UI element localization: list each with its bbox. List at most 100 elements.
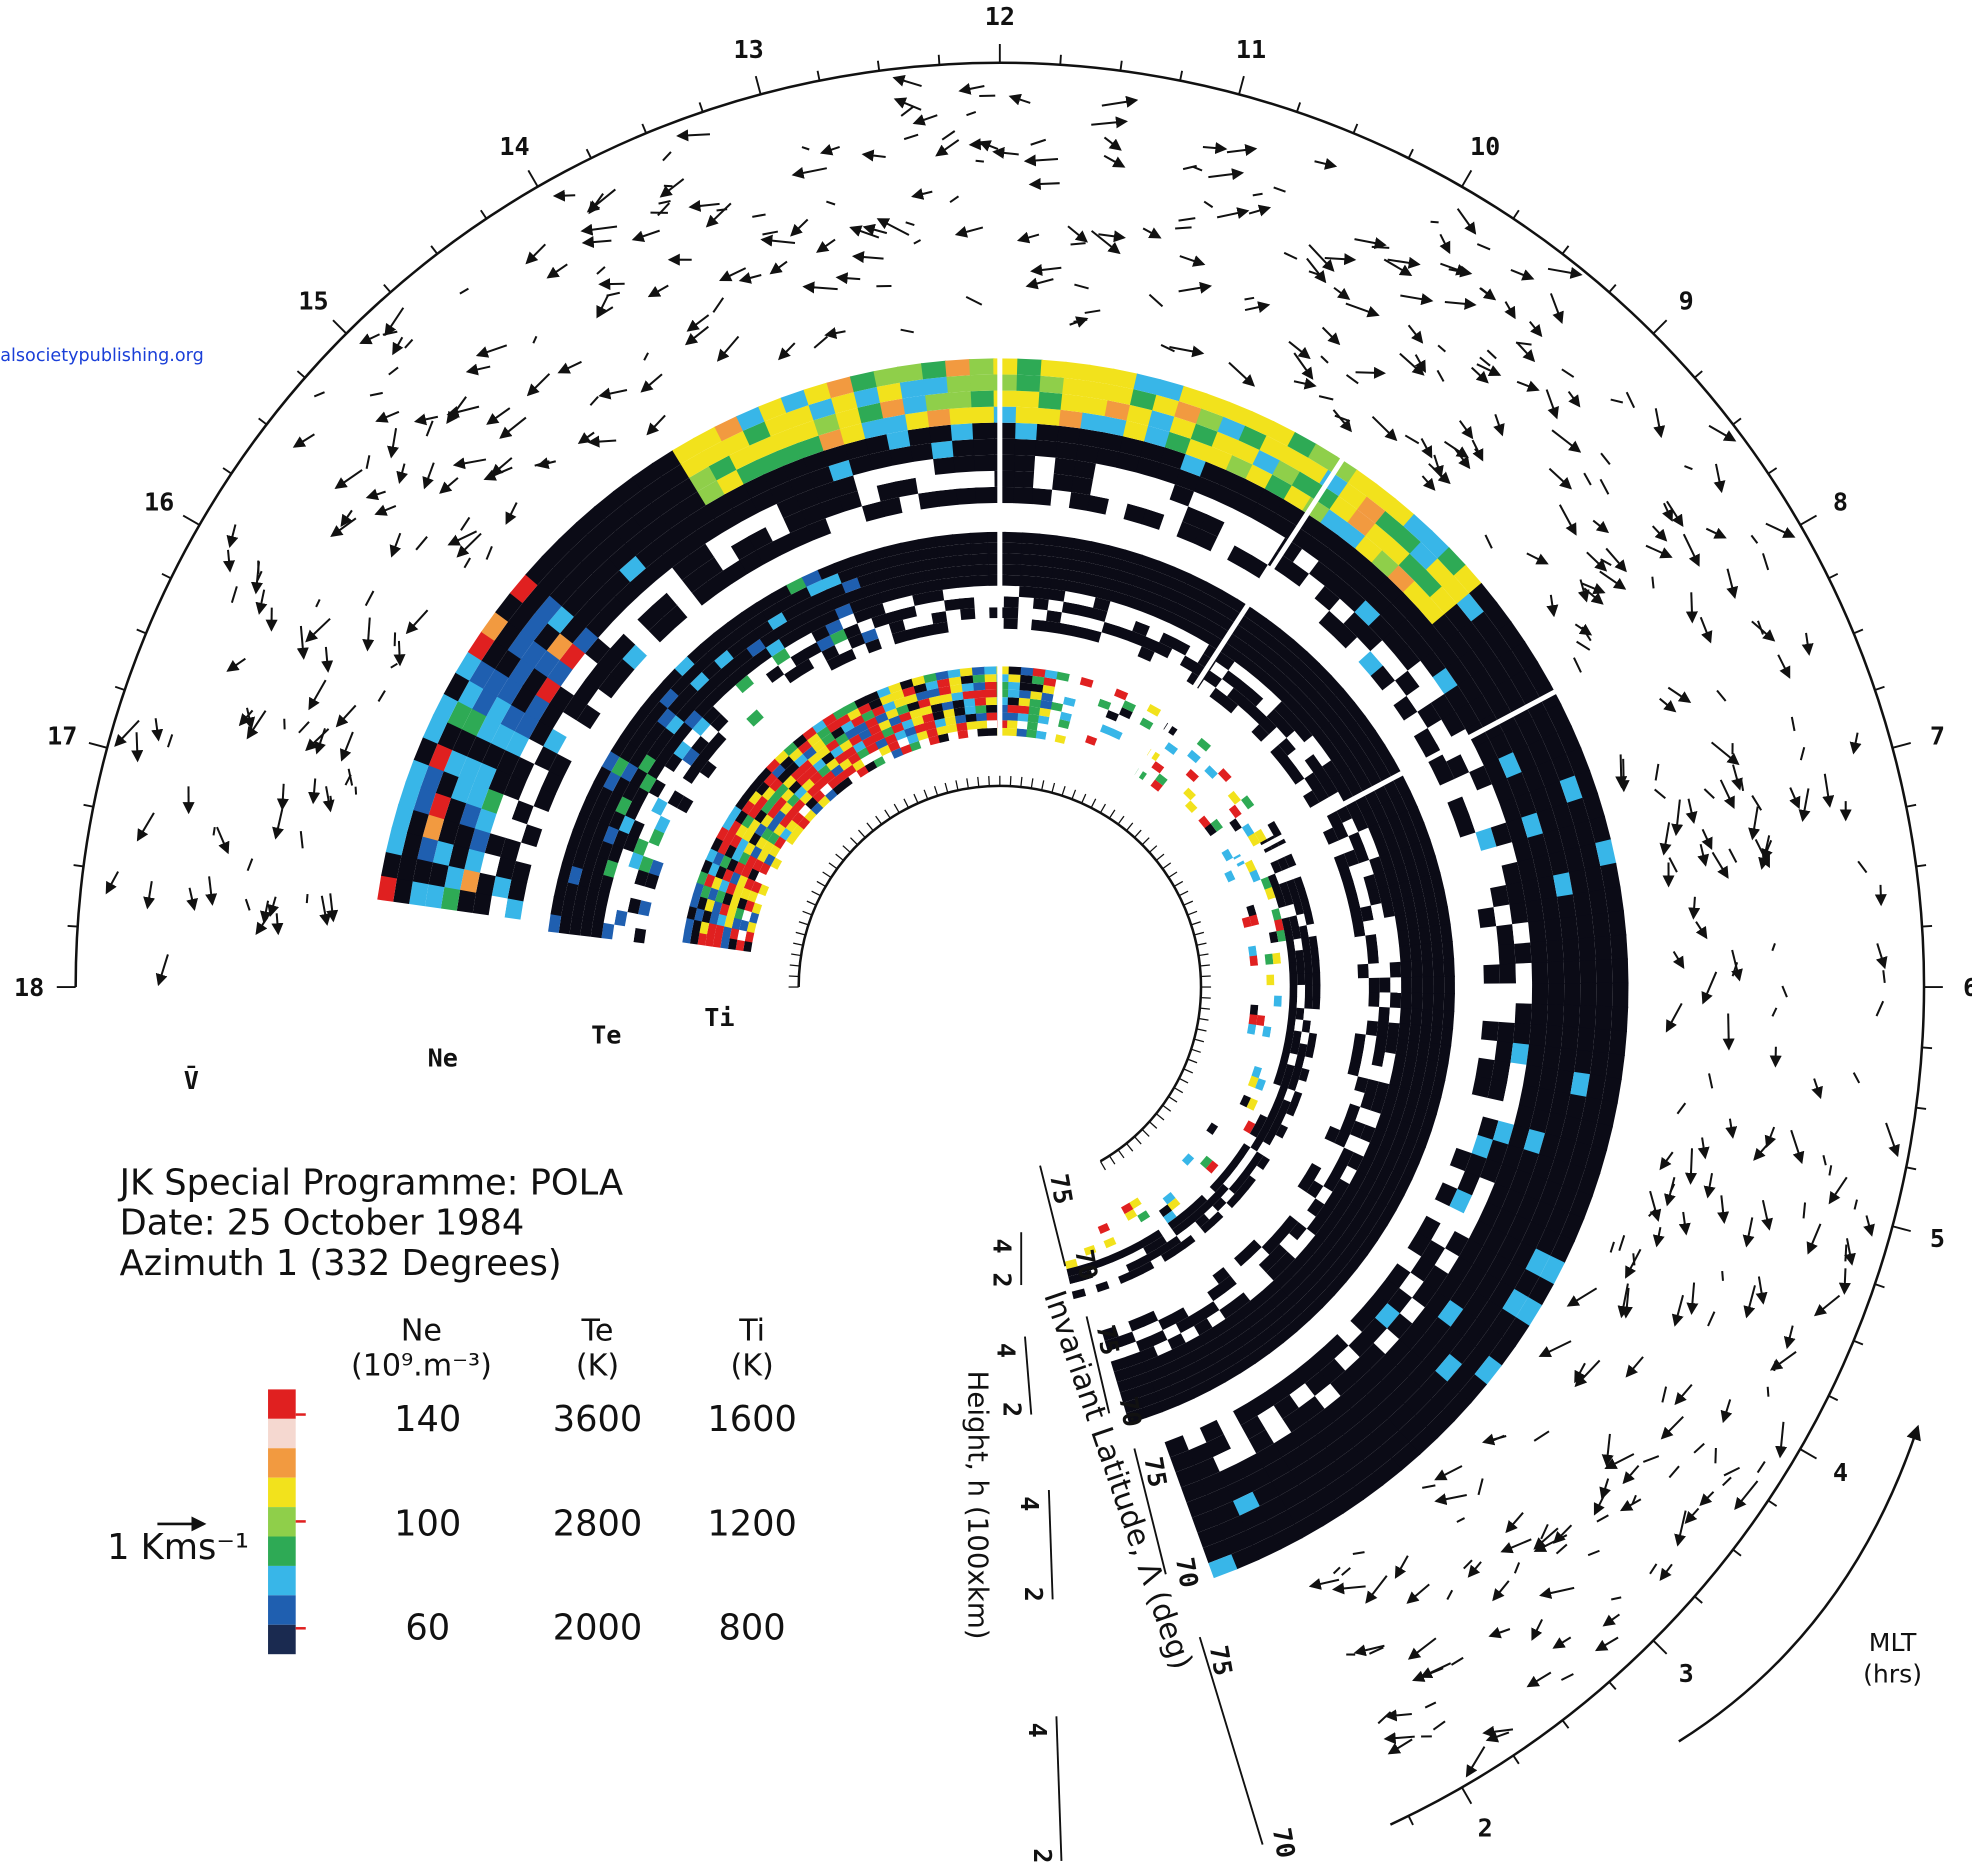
- ring-cell: [1433, 993, 1444, 1011]
- ring-cell: [1612, 959, 1629, 984]
- velocity-vector: [156, 718, 159, 739]
- velocity-vector: [1569, 392, 1580, 406]
- ring-cell: [1248, 946, 1257, 957]
- latitude-label: 75: [1091, 1323, 1125, 1358]
- velocity-vector: [386, 308, 404, 335]
- ring-cell: [1257, 1005, 1266, 1016]
- inner-tick: [793, 943, 803, 945]
- velocity-vector: [1325, 258, 1354, 260]
- velocity-vector: [914, 115, 937, 123]
- velocity-vector: [1031, 140, 1046, 145]
- velocity-vector: [1584, 473, 1591, 485]
- ring-cell: [1274, 974, 1282, 985]
- ring-cell: [971, 554, 989, 566]
- ring-cell: [1258, 965, 1266, 976]
- velocity-vector: [1104, 137, 1120, 149]
- ring-cell: [956, 565, 974, 577]
- ring-cell: [961, 619, 976, 631]
- velocity-vector: [1557, 1545, 1567, 1554]
- ring-cell: [1590, 1051, 1609, 1077]
- mlt-tick: [1922, 926, 1932, 927]
- velocity-vector: [1713, 852, 1728, 877]
- ring-cell: [1378, 948, 1390, 964]
- ring-cell: [1494, 1041, 1513, 1063]
- ring-cell: [1379, 963, 1390, 979]
- velocity-vector: [1684, 534, 1699, 565]
- velocity-vector: [1728, 1014, 1729, 1049]
- velocity-vector: [1356, 372, 1384, 373]
- velocity-vector: [1026, 159, 1058, 161]
- velocity-vector: [1669, 1466, 1679, 1477]
- ring-cell: [1531, 1004, 1548, 1026]
- colorbar-cell: [268, 1566, 296, 1595]
- velocity-vector: [1386, 1737, 1415, 1739]
- velocity-vector: [1294, 381, 1315, 385]
- ring-cell: [623, 926, 636, 942]
- velocity-vector: [762, 240, 795, 243]
- velocity-vector: [137, 732, 138, 760]
- ring-cell: [1008, 674, 1021, 682]
- velocity-vector: [1886, 1123, 1897, 1155]
- ring-cell: [1004, 586, 1020, 597]
- legend-value: 800: [719, 1608, 786, 1649]
- ring-cell: [1368, 963, 1379, 978]
- ring-cell: [958, 586, 975, 598]
- ring-cell: [1548, 983, 1564, 1006]
- ring-cell: [984, 666, 997, 674]
- mlt-tick: [481, 210, 487, 218]
- inner-tick: [1197, 1029, 1207, 1031]
- velocity-vector: [1830, 1177, 1847, 1202]
- ring-cell: [1004, 596, 1020, 607]
- inner-tick: [1042, 780, 1044, 790]
- ring-cell: [1397, 930, 1410, 947]
- velocity-vector: [1669, 858, 1677, 873]
- mlt-tick: [818, 71, 820, 81]
- velocity-vector: [1684, 466, 1692, 469]
- inner-tick: [1010, 776, 1011, 786]
- velocity-vector: [277, 913, 279, 933]
- velocity-vector: [478, 345, 507, 355]
- ring-cell: [985, 682, 997, 690]
- velocity-vector: [488, 408, 510, 424]
- ring-cell: [1499, 964, 1516, 985]
- ring-cell: [972, 423, 995, 440]
- ring-cell: [1303, 1008, 1312, 1021]
- ring-cell: [1422, 960, 1433, 978]
- ring-cell: [1004, 553, 1022, 564]
- velocity-vector: [1653, 526, 1666, 540]
- ring-cell: [986, 713, 997, 721]
- velocity-vector: [1027, 279, 1053, 286]
- ring-cell: [931, 441, 954, 459]
- ring-cell: [994, 407, 1017, 423]
- velocity-vector: [1627, 1357, 1643, 1376]
- ring-cell: [1580, 960, 1597, 984]
- latitude-label: 70: [1113, 1394, 1147, 1429]
- inner-tick: [1134, 830, 1141, 837]
- ring-cell: [973, 674, 986, 682]
- ring-cell: [1400, 961, 1411, 978]
- height-label: 2: [998, 1402, 1027, 1417]
- ring-cell: [938, 556, 956, 569]
- ring-cell: [1593, 1029, 1611, 1055]
- inner-tick: [1031, 778, 1033, 788]
- ring-cell: [1290, 985, 1298, 997]
- velocity-vector: [317, 728, 325, 752]
- ring-cell: [963, 698, 975, 707]
- inner-tick: [829, 863, 837, 869]
- ring-cell: [985, 674, 998, 682]
- ring-cell: [1250, 965, 1258, 976]
- hour-label: 4: [1833, 1458, 1848, 1487]
- mlt-tick: [1800, 1449, 1816, 1458]
- ring-cell: [1303, 949, 1312, 962]
- ring-cell: [1410, 944, 1422, 962]
- ring-cell: [1009, 667, 1022, 675]
- ring-cell: [988, 564, 1005, 575]
- inner-tick: [1100, 804, 1105, 813]
- velocity-vector: [316, 599, 320, 606]
- ring-cell: [1032, 609, 1048, 621]
- velocity-vector: [1600, 571, 1625, 588]
- inner-tick: [894, 804, 899, 813]
- ring-cell: [1064, 362, 1091, 381]
- inner-tick: [956, 780, 958, 790]
- ring-cell: [1008, 697, 1020, 705]
